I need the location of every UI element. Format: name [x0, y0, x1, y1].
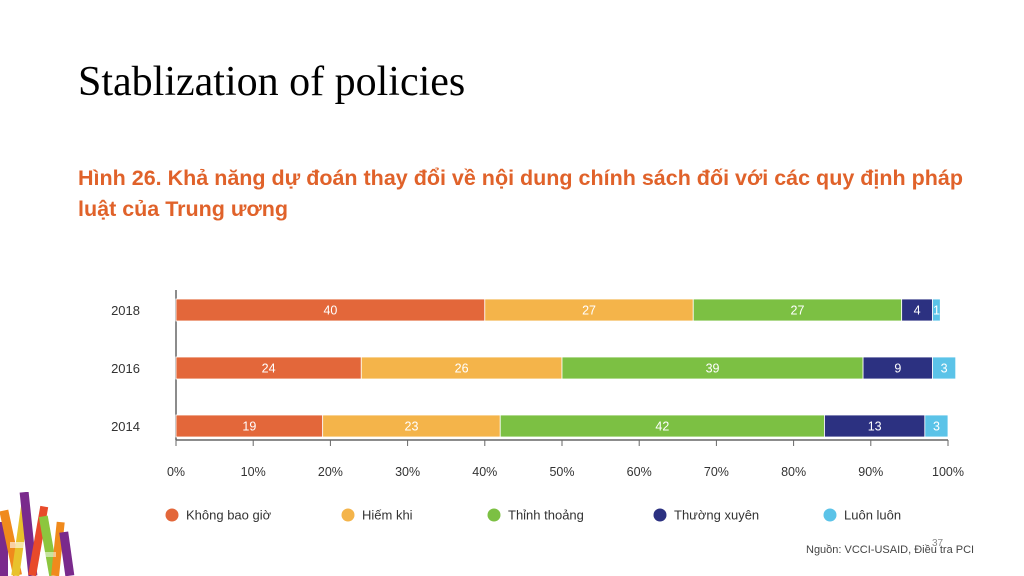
data-label: 39: [706, 362, 720, 376]
data-label: 3: [941, 362, 948, 376]
category-label: 2018: [111, 303, 140, 318]
data-label: 9: [894, 362, 901, 376]
slide-title: Stablization of policies: [78, 59, 466, 105]
data-label: 4: [914, 304, 921, 318]
legend-marker: [341, 508, 355, 522]
data-label: 27: [791, 304, 805, 318]
legend-label: Không bao giờ: [186, 508, 272, 523]
bar-segment: [924, 414, 949, 438]
data-label: 19: [242, 420, 256, 434]
x-tick-label: 10%: [241, 465, 266, 479]
logo-icon: [0, 492, 75, 576]
legend-marker: [823, 508, 837, 522]
figure-title: Hình 26. Khả năng dự đoán thay đổi về nộ…: [78, 166, 963, 221]
legend-label: Luôn luôn: [844, 508, 901, 523]
legend-label: Thỉnh thoảng: [508, 508, 584, 523]
x-tick-label: 60%: [627, 465, 652, 479]
legend-marker: [653, 508, 667, 522]
x-tick-label: 0%: [167, 465, 185, 479]
bar-segment: [932, 356, 957, 380]
data-label: 24: [262, 362, 276, 376]
x-tick-label: 100%: [932, 465, 964, 479]
data-label: 3: [933, 420, 940, 434]
x-tick-label: 40%: [472, 465, 497, 479]
legend-label: Thường xuyên: [674, 508, 759, 523]
page-number: 37: [932, 538, 944, 549]
x-tick-label: 90%: [858, 465, 883, 479]
category-label: 2014: [111, 419, 140, 434]
data-label: 40: [323, 304, 337, 318]
data-label: 23: [405, 420, 419, 434]
legend-marker: [165, 508, 179, 522]
data-label: 13: [868, 420, 882, 434]
legend-label: Hiếm khi: [362, 508, 413, 523]
x-tick-label: 80%: [781, 465, 806, 479]
data-label: 26: [455, 362, 469, 376]
data-label: 1: [933, 304, 940, 318]
x-tick-label: 20%: [318, 465, 343, 479]
x-tick-label: 70%: [704, 465, 729, 479]
legend-marker: [487, 508, 501, 522]
category-label: 2016: [111, 361, 140, 376]
figure-source: Nguồn: VCCI-USAID, Điều tra PCI: [806, 544, 975, 556]
data-label: 27: [582, 304, 596, 318]
bar-segment: [932, 298, 941, 322]
x-tick-label: 30%: [395, 465, 420, 479]
data-label: 42: [655, 420, 669, 434]
x-tick-label: 50%: [549, 465, 574, 479]
